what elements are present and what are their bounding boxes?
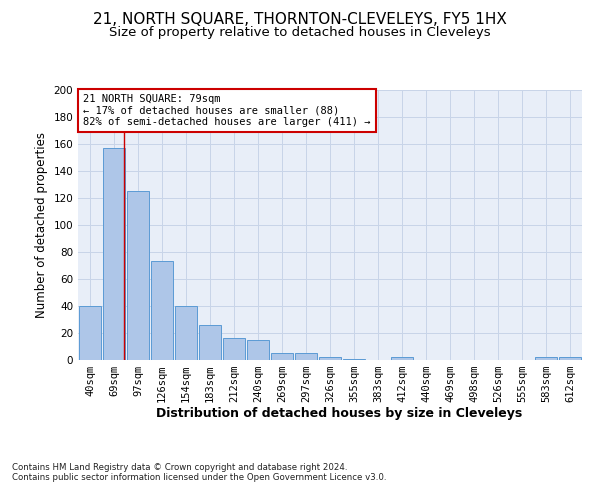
Bar: [535, 358, 557, 360]
Text: Distribution of detached houses by size in Cleveleys: Distribution of detached houses by size …: [156, 408, 522, 420]
Bar: [319, 358, 341, 360]
Bar: [271, 353, 293, 360]
Text: Size of property relative to detached houses in Cleveleys: Size of property relative to detached ho…: [109, 26, 491, 39]
Text: 21 NORTH SQUARE: 79sqm
← 17% of detached houses are smaller (88)
82% of semi-det: 21 NORTH SQUARE: 79sqm ← 17% of detached…: [83, 94, 371, 127]
Bar: [103, 148, 125, 360]
Bar: [79, 306, 101, 360]
Bar: [127, 191, 149, 360]
Text: 21, NORTH SQUARE, THORNTON-CLEVELEYS, FY5 1HX: 21, NORTH SQUARE, THORNTON-CLEVELEYS, FY…: [93, 12, 507, 28]
Bar: [391, 358, 413, 360]
Bar: [343, 358, 365, 360]
Bar: [175, 306, 197, 360]
Y-axis label: Number of detached properties: Number of detached properties: [35, 132, 48, 318]
Bar: [295, 353, 317, 360]
Bar: [151, 262, 173, 360]
Bar: [223, 338, 245, 360]
Bar: [199, 325, 221, 360]
Bar: [247, 340, 269, 360]
Text: Contains HM Land Registry data © Crown copyright and database right 2024.
Contai: Contains HM Land Registry data © Crown c…: [12, 462, 386, 482]
Bar: [559, 358, 581, 360]
